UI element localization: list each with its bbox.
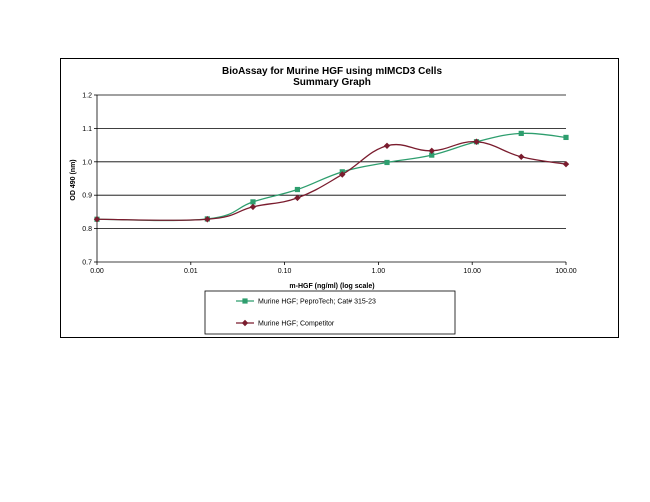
series-0 <box>94 130 569 222</box>
data-point-0-6 <box>429 152 435 158</box>
x-tick-label: 1.00 <box>372 268 386 275</box>
data-point-1-2 <box>249 203 257 211</box>
x-tick-labels: 0.00 0.01 0.10 1.00 10.00 100.00 <box>90 268 577 275</box>
data-point-0-9 <box>563 134 569 141</box>
x-tick-label: 0.10 <box>278 268 292 275</box>
series-line-1 <box>96 141 567 221</box>
y-tick-labels: 0.7 0.8 0.9 1.0 1.1 1.2 <box>82 93 92 267</box>
data-point-0-3 <box>294 186 301 193</box>
legend: Murine HGF; PeproTech; Cat# 315-23 Murine… <box>236 298 376 328</box>
y-tick-label: 0.9 <box>82 193 92 200</box>
x-tick-label: 0.01 <box>184 268 198 275</box>
data-point-1-6 <box>428 147 435 154</box>
chart-title: BioAssay for Murine HGF using mIMCD3 Cel… <box>222 66 442 77</box>
y-tick-label: 0.8 <box>82 226 92 233</box>
data-point-1-5 <box>383 142 391 149</box>
legend-marker-0 <box>242 298 248 304</box>
series-line-0 <box>96 132 567 222</box>
data-point-0-8 <box>518 130 524 137</box>
legend-label-0: Murine HGF; PeproTech; Cat# 315-23 <box>258 299 376 306</box>
y-tick-label: 1.2 <box>82 93 92 100</box>
legend-label-1: Murine HGF; Competitor <box>258 321 335 328</box>
grid-layer <box>94 94 567 265</box>
data-point-0-5 <box>384 159 390 166</box>
x-tick-label: 0.00 <box>90 268 104 275</box>
y-tick-label: 1.1 <box>82 126 92 133</box>
y-tick-label: 0.7 <box>82 260 92 267</box>
chart-subtitle: Summary Graph <box>293 77 371 88</box>
y-axis-label: OD 490 (nm) <box>70 159 77 200</box>
data-point-1-0 <box>93 216 101 223</box>
legend-marker-1 <box>241 319 249 327</box>
data-point-1-9 <box>562 160 570 168</box>
data-point-0-2 <box>250 199 256 205</box>
y-tick-label: 1.0 <box>82 159 92 166</box>
x-tick-label: 100.00 <box>555 268 577 275</box>
x-axis-label: m-HGF (ng/ml) (log scale) <box>289 283 374 290</box>
data-point-1-8 <box>518 153 525 160</box>
data-point-1-1 <box>204 216 211 223</box>
x-tick-label: 10.00 <box>463 268 481 275</box>
data-point-1-7 <box>473 138 480 145</box>
series-layer <box>93 130 570 223</box>
legend-box <box>204 290 456 335</box>
series-1 <box>93 138 570 223</box>
data-point-1-3 <box>294 194 301 202</box>
data-point-1-4 <box>339 171 346 178</box>
